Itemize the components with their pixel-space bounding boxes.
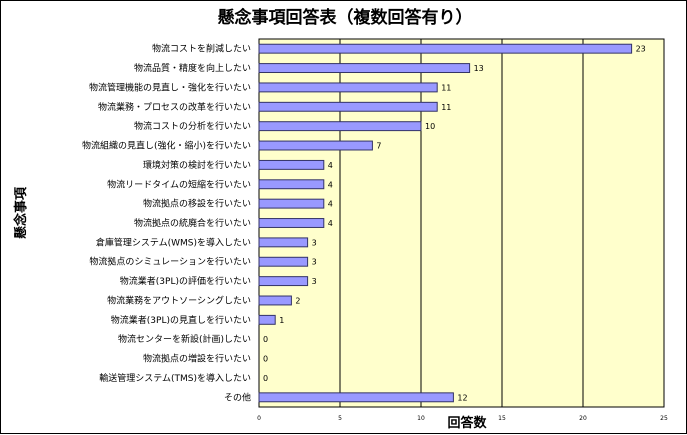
- category-label: 物流業務をアウトソーシングしたい: [107, 294, 251, 306]
- x-tick-label: 0: [257, 415, 261, 422]
- bar: [258, 218, 325, 228]
- bar: [258, 140, 373, 151]
- bar: [258, 314, 276, 325]
- chart-title: 懸念事項回答表（複数回答有り）: [218, 7, 473, 28]
- x-tick-label: 25: [660, 415, 668, 422]
- category-label: 物流業務・プロセスの改革を行いたい: [98, 101, 251, 113]
- bars: [258, 43, 633, 403]
- category-label: 倉庫管理システム(WMS)を導入したい: [96, 236, 251, 248]
- data-label: 2: [295, 296, 300, 305]
- category-label: 物流拠点の増設を行いたい: [143, 353, 251, 365]
- bar: [258, 256, 309, 267]
- category-label: 物流コストの分析を行いたい: [134, 120, 251, 132]
- x-axis-title: 回答数: [447, 415, 487, 431]
- category-label: その他: [224, 391, 251, 403]
- category-label: 物流拠点のシミュレーションを行いたい: [89, 256, 251, 268]
- category-label: 物流コストを削減したい: [152, 43, 251, 55]
- category-labels: 物流コストを削減したい物流品質・精度を向上したい物流管理機能の見直し・強化を行い…: [82, 43, 251, 404]
- bar: [258, 101, 438, 112]
- data-label: 3: [312, 258, 317, 267]
- bar: [258, 43, 633, 54]
- y-axis-title: 懸念事項: [13, 186, 29, 239]
- data-label: 4: [328, 219, 333, 228]
- bar: [258, 392, 454, 403]
- data-label: 11: [441, 103, 451, 112]
- category-label: 物流業者(3PL)の見直しを行いたい: [111, 314, 251, 326]
- data-label: 4: [328, 161, 333, 170]
- data-label: 23: [636, 45, 646, 54]
- data-label: 1: [279, 316, 284, 325]
- bar: [258, 295, 292, 306]
- data-label: 12: [457, 393, 467, 402]
- bar: [258, 121, 422, 132]
- x-tick-label: 20: [579, 415, 587, 422]
- category-label: 物流業者(3PL)の評価を行いたい: [120, 275, 251, 287]
- data-label: 0: [263, 335, 268, 344]
- data-label: 10: [425, 122, 435, 131]
- data-label: 13: [474, 64, 484, 73]
- bar: [258, 237, 309, 248]
- category-label: 物流センターを新設(計画)したい: [118, 333, 251, 345]
- bar: [258, 82, 438, 93]
- category-label: 物流リードタイムの短縮を行いたい: [107, 178, 251, 190]
- data-label: 4: [328, 180, 333, 189]
- category-label: 輸送管理システム(TMS)を導入したい: [99, 372, 251, 384]
- category-label: 物流組織の見直し(強化・縮小)を行いたい: [82, 140, 251, 152]
- category-label: 環境対策の検討を行いたい: [143, 159, 251, 171]
- x-tick-labels: 0 5 10 15 20 25: [257, 415, 668, 422]
- category-label: 物流品質・精度を向上したい: [134, 62, 251, 74]
- category-label: 物流拠点の移設を行いたい: [143, 198, 251, 210]
- bar: [258, 276, 309, 287]
- data-label: 11: [441, 83, 451, 92]
- data-label: 0: [263, 374, 268, 383]
- bar: [258, 159, 325, 170]
- bar: [258, 179, 325, 190]
- data-label: 0: [263, 355, 268, 364]
- x-tick-label: 15: [498, 415, 506, 422]
- grid-lines: [339, 39, 584, 407]
- data-label: 4: [328, 200, 333, 209]
- x-tick-label: 5: [338, 415, 342, 422]
- bar: [258, 63, 471, 74]
- category-label: 物流拠点の統廃合を行いたい: [134, 217, 251, 229]
- category-label: 物流管理機能の見直し・強化を行いたい: [89, 81, 251, 93]
- x-tick-label: 10: [417, 415, 425, 422]
- data-label: 3: [312, 238, 317, 247]
- bar: [258, 198, 325, 209]
- plot-area: [258, 38, 665, 408]
- data-label: 7: [376, 142, 381, 151]
- data-label: 3: [312, 277, 317, 286]
